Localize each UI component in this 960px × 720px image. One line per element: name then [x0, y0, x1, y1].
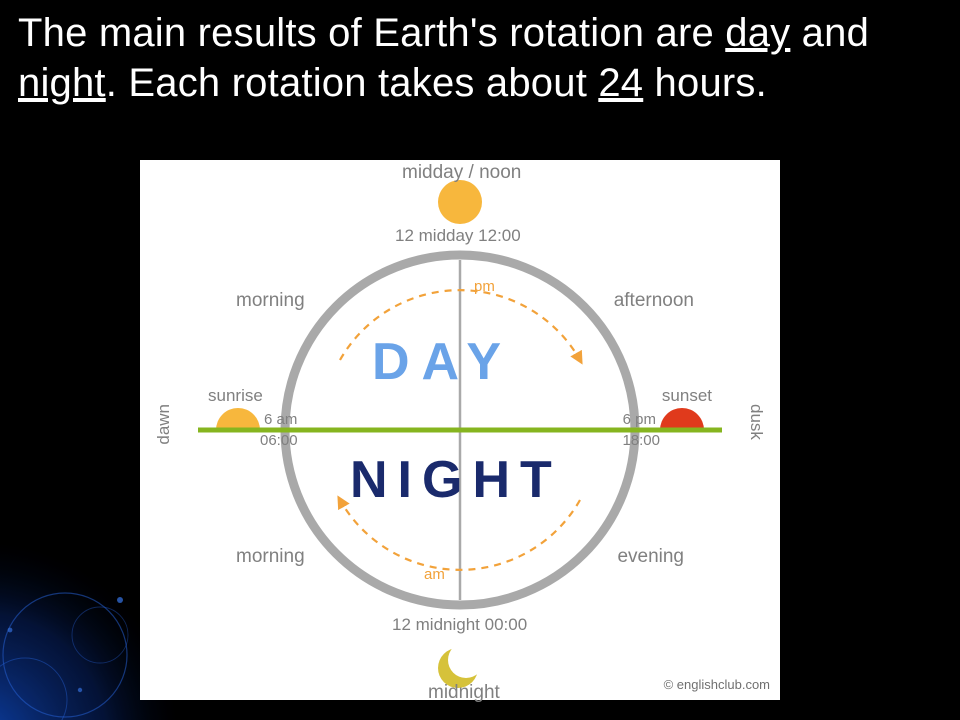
- credit-text: © englishclub.com: [664, 677, 770, 692]
- label-1800: 18:00: [622, 432, 660, 449]
- label-sunrise: sunrise: [208, 386, 263, 406]
- label-dusk: dusk: [746, 404, 766, 440]
- label-12-midnight: 12 midnight 00:00: [392, 615, 527, 635]
- label-sunset: sunset: [662, 386, 712, 406]
- label-morning-top: morning: [236, 290, 305, 312]
- label-afternoon: afternoon: [614, 290, 694, 312]
- label-evening: evening: [617, 546, 684, 568]
- headline-part: . Each rotation takes about: [106, 61, 599, 105]
- day-night-diagram: DAY NIGHT midday / noon 12 midday 12:00 …: [140, 160, 780, 700]
- label-12-midday: 12 midday 12:00: [395, 226, 521, 246]
- slide-headline: The main results of Earth's rotation are…: [0, 0, 960, 108]
- headline-part: hours.: [643, 61, 767, 105]
- label-6am: 6 am: [264, 411, 297, 428]
- label-midnight: midnight: [428, 682, 500, 704]
- label-0600: 06:00: [260, 432, 298, 449]
- label-pm: pm: [474, 278, 495, 295]
- label-6pm: 6 pm: [623, 411, 656, 428]
- night-label: NIGHT: [350, 450, 562, 510]
- headline-underline-24: 24: [598, 61, 643, 105]
- headline-underline-night: night: [18, 61, 106, 105]
- headline-part: The main results of Earth's rotation are: [18, 11, 725, 55]
- headline-part: and: [790, 11, 869, 55]
- headline-underline-day: day: [725, 11, 790, 55]
- label-midday: midday / noon: [402, 162, 521, 184]
- day-label: DAY: [372, 332, 513, 392]
- noon-sun-icon: [438, 180, 482, 224]
- label-dawn: dawn: [154, 404, 174, 445]
- label-am: am: [424, 566, 445, 583]
- label-morning-bottom: morning: [236, 546, 305, 568]
